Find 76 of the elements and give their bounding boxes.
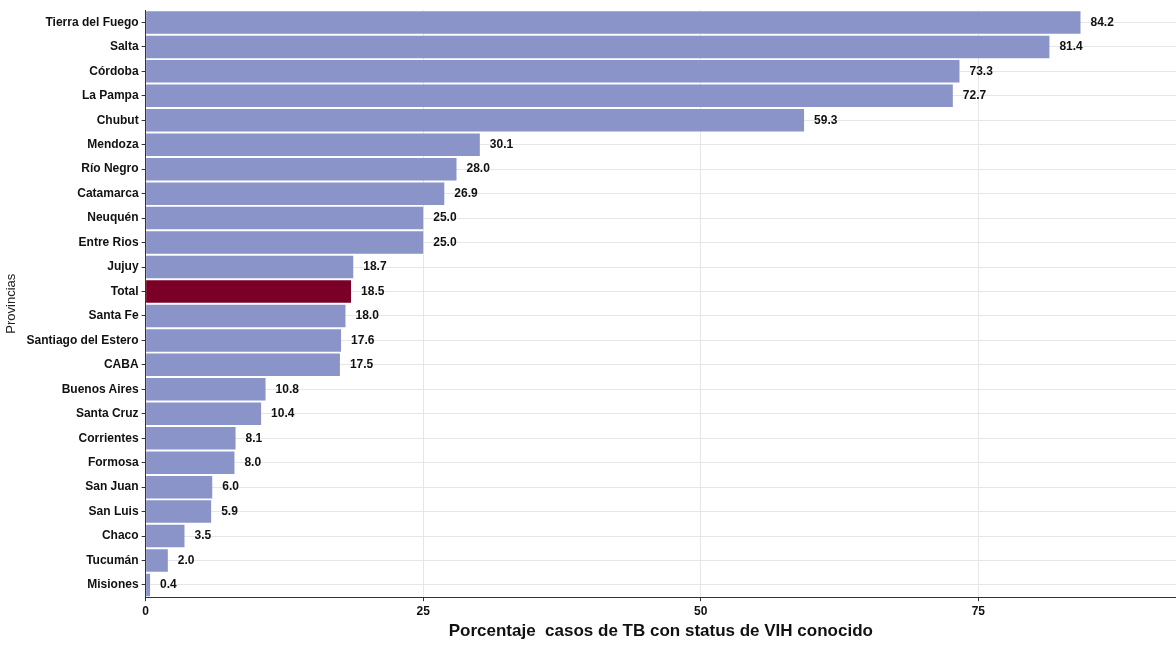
- bar: [146, 182, 445, 205]
- bar: [146, 549, 168, 572]
- y-axis-title: Provincias: [3, 273, 19, 334]
- data-label: 2.0: [177, 552, 195, 567]
- x-tick-label: 25: [416, 603, 431, 618]
- x-tick-label: 0: [142, 603, 150, 618]
- data-label: 59.3: [814, 112, 838, 127]
- data-label: 25.0: [433, 234, 457, 249]
- data-label: 17.6: [351, 332, 375, 347]
- x-tick-label: 50: [694, 603, 708, 618]
- bar: [146, 157, 457, 181]
- data-label: 84.2: [1090, 14, 1115, 29]
- y-tick-label: Total: [110, 283, 139, 298]
- y-tick-label: Río Negro: [81, 161, 139, 176]
- y-tick-label: Chaco: [101, 528, 139, 543]
- data-label: 10.4: [271, 406, 295, 421]
- data-label: 30.1: [489, 137, 514, 152]
- bar: [146, 35, 1050, 59]
- data-label: 5.9: [221, 503, 239, 518]
- bar: [146, 524, 185, 548]
- bar: [146, 426, 236, 450]
- y-tick-label: Buenos Aires: [61, 381, 139, 396]
- y-tick-label: Mendoza: [87, 137, 139, 152]
- data-label: 26.9: [454, 185, 478, 200]
- y-tick-label: Corrientes: [78, 430, 139, 445]
- data-label: 18.7: [363, 259, 387, 274]
- y-tick-label: Chubut: [96, 112, 139, 127]
- data-label: 10.8: [275, 381, 300, 396]
- bar: [146, 304, 346, 328]
- bar: [146, 329, 342, 352]
- data-label: 72.7: [962, 88, 987, 103]
- y-tick-label: Tierra del Fuego: [45, 14, 139, 29]
- data-label: 6.0: [222, 479, 240, 494]
- bar: [146, 84, 953, 108]
- data-label: 3.5: [194, 528, 212, 543]
- y-tick-label: Neuquén: [87, 210, 139, 225]
- bar: [146, 451, 235, 474]
- y-tick-label: Santa Fe: [88, 308, 139, 323]
- bar: [146, 255, 354, 279]
- y-tick-label: San Luis: [88, 503, 139, 518]
- bar: [146, 475, 213, 499]
- x-axis-title: Porcentaje casos de TB con status de VIH conocido: [448, 621, 873, 641]
- data-label: 81.4: [1059, 39, 1084, 54]
- bar: [146, 573, 151, 597]
- y-tick-label: CABA: [103, 357, 139, 372]
- bar: [146, 500, 212, 523]
- data-label: 8.0: [244, 454, 262, 469]
- y-tick-label: Misiones: [87, 577, 139, 592]
- data-label: 0.4: [160, 577, 178, 592]
- y-tick-label: Salta: [109, 39, 139, 54]
- y-tick-label: La Pampa: [81, 88, 139, 103]
- data-label: 18.5: [361, 283, 385, 298]
- y-tick-label: Jujuy: [107, 259, 139, 274]
- data-label: 73.3: [969, 63, 994, 78]
- bar: [146, 60, 960, 83]
- bar: [146, 11, 1081, 34]
- bar: [146, 402, 262, 426]
- data-label: 25.0: [433, 210, 457, 225]
- data-label: 28.0: [466, 161, 491, 176]
- data-label: 17.5: [349, 357, 374, 372]
- y-tick-label: Santiago del Estero: [26, 332, 139, 347]
- bar: [146, 378, 266, 401]
- data-label: 18.0: [355, 308, 380, 323]
- bar: [146, 231, 424, 254]
- x-tick-label: 75: [971, 603, 986, 618]
- y-tick-label: San Juan: [85, 479, 139, 494]
- bar: [146, 206, 424, 230]
- data-label: 8.1: [245, 430, 263, 445]
- y-tick-label: Entre Rios: [78, 234, 139, 249]
- y-tick-label: Santa Cruz: [75, 406, 139, 421]
- y-tick-label: Tucumán: [86, 552, 139, 567]
- y-tick-label: Córdoba: [89, 63, 139, 78]
- y-tick-label: Formosa: [87, 454, 139, 469]
- y-tick-label: Catamarca: [77, 185, 139, 200]
- bar: [146, 353, 340, 377]
- bar: [146, 280, 352, 303]
